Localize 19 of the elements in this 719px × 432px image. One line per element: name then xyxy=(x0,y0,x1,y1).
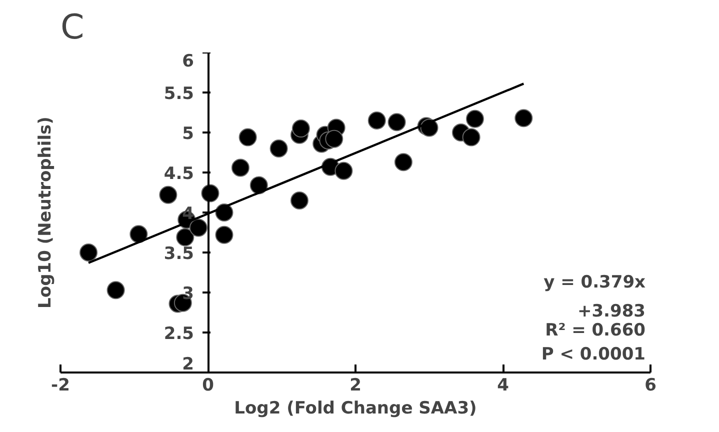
y-tick-label: 2.5 xyxy=(164,324,194,344)
x-tick-label: 6 xyxy=(644,376,656,396)
y-tick-label: 6 xyxy=(182,52,194,72)
y-tick-label: 3.5 xyxy=(164,244,194,264)
annotation: y = 0.379x xyxy=(544,272,646,292)
x-tick-label: 4 xyxy=(497,376,510,396)
annotation: P < 0.0001 xyxy=(541,344,646,364)
annotation: +3.983 xyxy=(577,302,646,322)
x-tick-label: 0 xyxy=(202,376,214,396)
x-axis-title: Log2 (Fold Change SAA3) xyxy=(234,398,477,418)
y-tick-label: 5 xyxy=(182,124,194,144)
y-axis-title: Log10 (Neutrophils) xyxy=(36,116,56,308)
chart-title: C xyxy=(60,8,84,48)
x-tick-label: 2 xyxy=(350,376,362,396)
y-tick-label: 5.5 xyxy=(164,84,194,104)
x-tick-label: -2 xyxy=(51,376,70,396)
y-tick-label: 4.5 xyxy=(164,164,194,184)
annotation: R² = 0.660 xyxy=(545,320,646,340)
y-tick-label: 2 xyxy=(182,354,194,374)
